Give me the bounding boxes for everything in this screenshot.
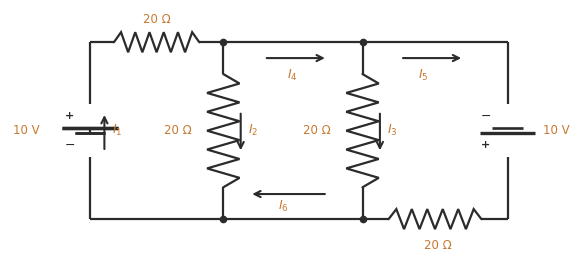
Text: −: − [64,139,75,152]
Text: 10 V: 10 V [13,124,39,137]
Text: 20 Ω: 20 Ω [143,13,171,26]
Text: +: + [481,140,490,150]
Text: 10 V: 10 V [543,124,570,137]
Text: 20 Ω: 20 Ω [303,124,331,137]
Text: $I_6$: $I_6$ [278,199,289,214]
Text: −: − [480,110,491,123]
Text: $I_1$: $I_1$ [112,123,122,138]
Text: 20 Ω: 20 Ω [164,124,191,137]
Text: 20 Ω: 20 Ω [424,239,452,252]
Text: +: + [65,111,74,121]
Text: $I_5$: $I_5$ [418,68,428,83]
Text: $I_3$: $I_3$ [387,123,397,138]
Text: $I_4$: $I_4$ [287,68,298,83]
Text: $I_2$: $I_2$ [248,123,258,138]
